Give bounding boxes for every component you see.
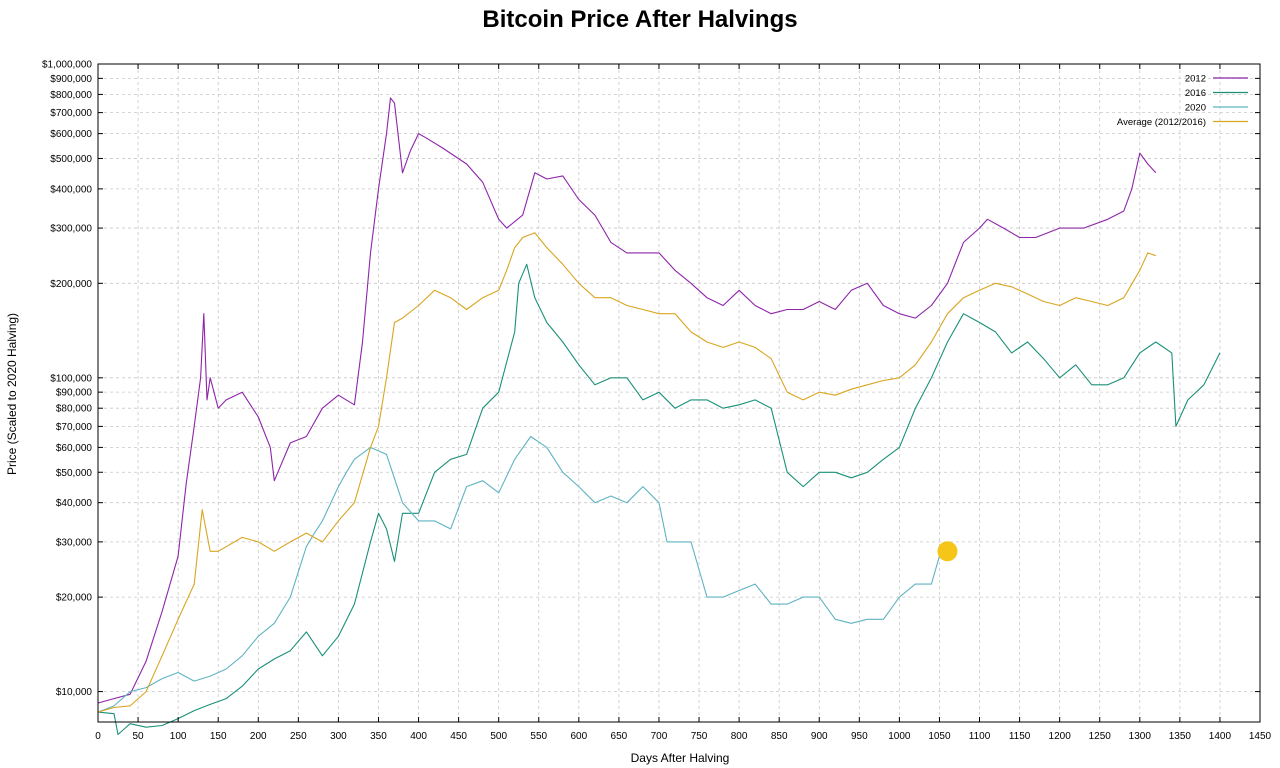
x-tick-label: 1000 — [888, 731, 911, 742]
y-tick-label: $50,000 — [56, 468, 93, 479]
series-line-2020 — [97, 435, 944, 713]
x-tick-label: 1200 — [1049, 731, 1072, 742]
x-tick-label: 200 — [250, 731, 267, 742]
y-tick-label: $30,000 — [56, 537, 93, 548]
y-tick-label: $500,000 — [50, 154, 92, 165]
x-tick-label: 550 — [530, 731, 547, 742]
x-tick-label: 450 — [450, 731, 467, 742]
y-tick-label: $80,000 — [56, 404, 93, 415]
y-tick-label: $10,000 — [56, 687, 93, 698]
legend-label: 2016 — [1185, 88, 1206, 99]
x-tick-label: 600 — [570, 731, 587, 742]
x-tick-label: 500 — [490, 731, 507, 742]
x-tick-label: 300 — [330, 731, 347, 742]
y-tick-label: $100,000 — [50, 373, 92, 384]
y-tick-label: $600,000 — [50, 129, 92, 140]
x-axis-label: Days After Halving — [631, 751, 730, 765]
y-tick-label: $400,000 — [50, 184, 92, 195]
series-line-2016 — [97, 263, 1221, 736]
x-tick-label: 150 — [210, 731, 227, 742]
highlight-marker — [937, 541, 958, 562]
x-tick-label: 1450 — [1249, 731, 1272, 742]
x-tick-label: 800 — [731, 731, 748, 742]
x-tick-label: 1250 — [1089, 731, 1112, 742]
series-line-2012 — [97, 97, 1157, 704]
y-axis-label: Price (Scaled to 2020 Halving) — [5, 313, 19, 475]
y-tick-label: $60,000 — [56, 443, 93, 454]
x-tick-label: 1350 — [1169, 731, 1192, 742]
y-tick-label: $300,000 — [50, 224, 92, 235]
x-tick-label: 1050 — [928, 731, 951, 742]
x-tick-label: 50 — [133, 731, 145, 742]
chart-title: Bitcoin Price After Halvings — [482, 6, 798, 33]
y-tick-label: $70,000 — [56, 422, 93, 433]
x-tick-label: 850 — [771, 731, 788, 742]
plot-frame — [97, 63, 1261, 723]
legend-label: 2012 — [1185, 74, 1206, 85]
legend-label: 2020 — [1185, 103, 1206, 114]
y-tick-label: $90,000 — [56, 388, 93, 399]
highlight-dot — [937, 541, 958, 562]
x-tick-label: 950 — [851, 731, 868, 742]
y-tick-label: $20,000 — [56, 593, 93, 604]
x-tick-label: 1150 — [1009, 731, 1031, 742]
series-lines — [97, 97, 1221, 736]
legend-label: Average (2012/2016) — [1117, 117, 1206, 128]
x-tick-label: 900 — [811, 731, 828, 742]
y-tick-label: $40,000 — [56, 498, 93, 509]
grid-lines — [98, 64, 1260, 722]
x-tick-label: 1400 — [1209, 731, 1232, 742]
axis-ticks: 0 50 100 150 200 250 300 350 400 450 500 550 600 650 7… — [42, 60, 1272, 743]
x-tick-label: 350 — [370, 731, 387, 742]
legend: 2012 2016 2020 Average (2012/2016) — [1117, 74, 1248, 128]
y-tick-label: $800,000 — [50, 90, 92, 101]
y-tick-label: $200,000 — [50, 279, 92, 290]
x-tick-label: 100 — [170, 731, 187, 742]
x-tick-label: 250 — [290, 731, 307, 742]
y-tick-label: $700,000 — [50, 108, 92, 119]
x-tick-label: 750 — [691, 731, 708, 742]
x-tick-label: 400 — [410, 731, 427, 742]
x-tick-label: 1300 — [1129, 731, 1152, 742]
series-line-average-2012-2016- — [97, 232, 1156, 713]
y-tick-label: $900,000 — [50, 74, 92, 85]
x-tick-label: 1100 — [969, 731, 991, 742]
y-tick-label: $1,000,000 — [42, 60, 92, 71]
x-tick-label: 650 — [611, 731, 628, 742]
x-tick-label: 0 — [95, 731, 101, 742]
x-tick-label: 700 — [651, 731, 668, 742]
